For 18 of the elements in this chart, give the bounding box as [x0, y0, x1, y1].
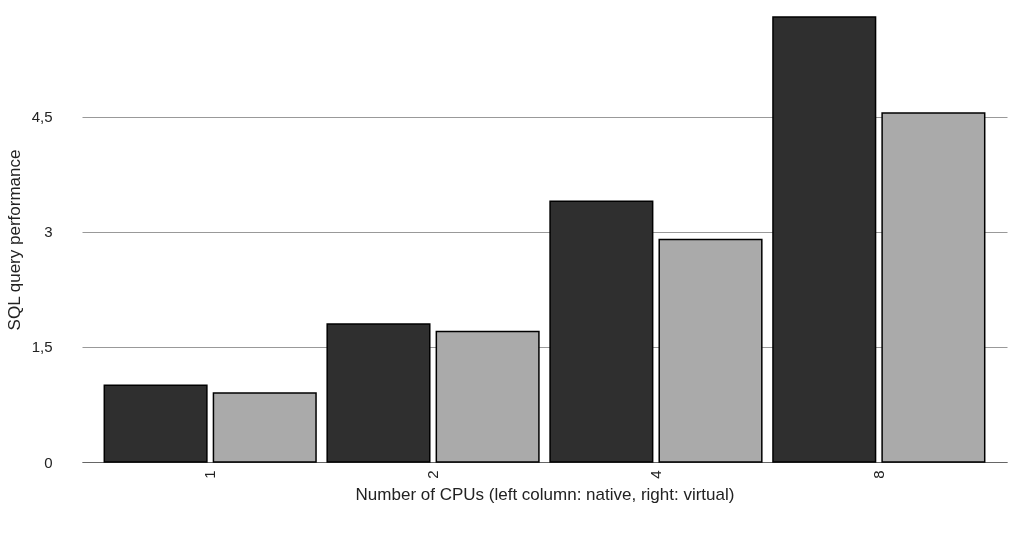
- y-tick-label: 4,5: [31, 108, 53, 126]
- bar: [103, 384, 208, 463]
- y-axis-title: SQL query performance: [4, 149, 24, 331]
- bar: [772, 16, 877, 463]
- y-tick-label: 3: [44, 223, 53, 241]
- x-tick-label: 8: [869, 470, 887, 479]
- x-tick-label: 2: [424, 470, 442, 479]
- bar: [549, 200, 654, 463]
- bar: [326, 323, 431, 463]
- bar: [212, 392, 317, 463]
- bar: [435, 330, 540, 463]
- x-tick-label: 1: [201, 470, 219, 479]
- bar: [881, 112, 986, 463]
- bar: [658, 238, 763, 463]
- y-tick-label: 0: [44, 453, 53, 471]
- y-tick-label: 1,5: [31, 338, 53, 356]
- x-axis-title: Number of CPUs (left column: native, right: virtual): [355, 484, 735, 504]
- x-tick-label: 4: [646, 470, 664, 479]
